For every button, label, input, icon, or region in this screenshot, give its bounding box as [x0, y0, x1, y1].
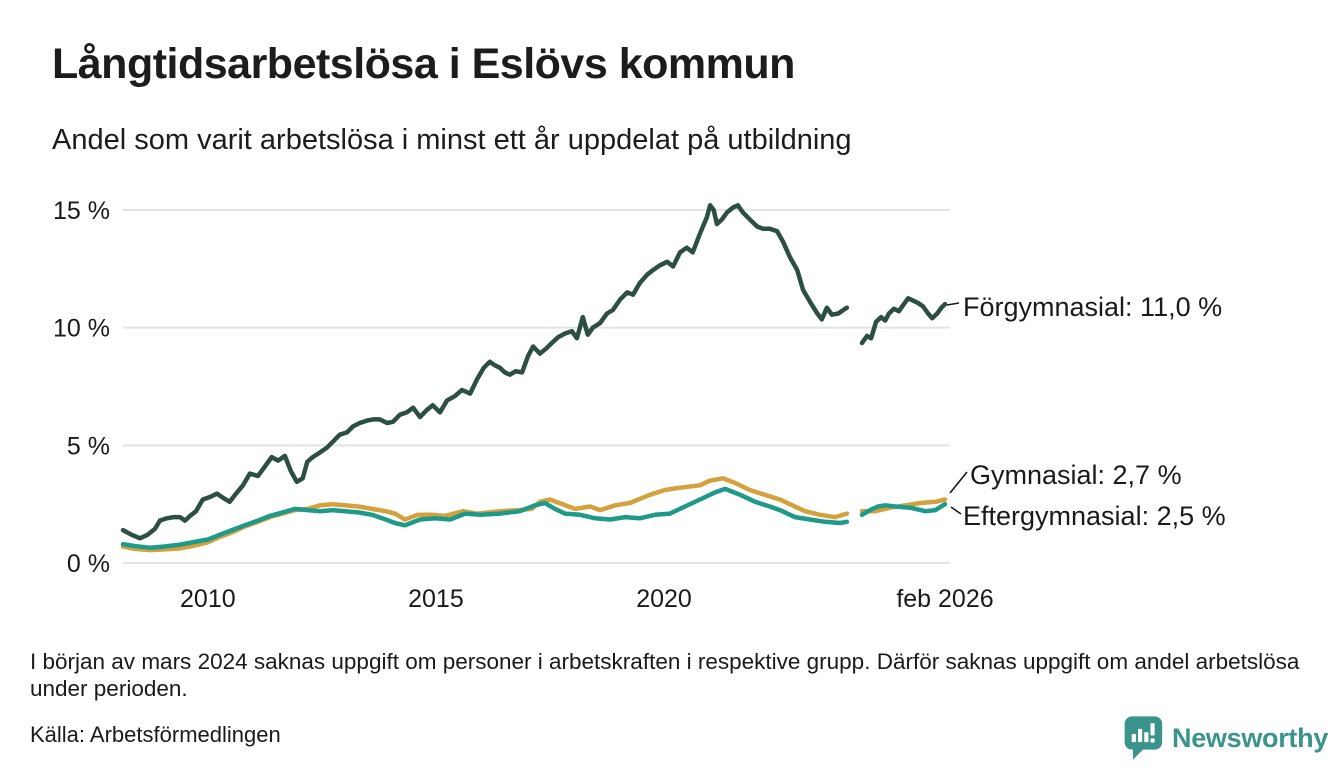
- footnote: I början av mars 2024 saknas uppgift om …: [30, 649, 1300, 702]
- page-title: Långtidsarbetslösa i Eslövs kommun: [52, 40, 795, 88]
- x-axis-tick-labels: 2010 2015 2020 feb 2026: [180, 585, 994, 613]
- forgymnasial-connector-line: [946, 302, 960, 306]
- forgymnasial-end-label: Förgymnasial: 11,0 %: [963, 292, 1222, 322]
- y-axis-tick-labels: 15 % 10 % 5 % 0 %: [53, 197, 110, 578]
- source-attribution: Källa: Arbetsförmedlingen: [30, 722, 281, 747]
- x-tick-label: 2010: [180, 585, 236, 613]
- label-connectors: [946, 302, 968, 515]
- gridlines: [123, 209, 950, 564]
- series-lines: [120, 203, 948, 553]
- series-line-förgymnasial: [859, 296, 948, 346]
- newsworthy-logo: Newsworthy: [1123, 714, 1328, 762]
- page-subtitle: Andel som varit arbetslösa i minst ett å…: [52, 124, 852, 156]
- gymnasial-end-label: Gymnasial: 2,7 %: [970, 460, 1182, 490]
- series-line-eftergymnasial: [120, 486, 850, 550]
- y-tick-label: 0 %: [67, 550, 110, 578]
- newsworthy-bubble-chart-icon: [1124, 716, 1163, 760]
- series-line-förgymnasial: [120, 203, 850, 541]
- x-tick-label: feb 2026: [896, 585, 993, 613]
- y-tick-label: 5 %: [67, 432, 110, 460]
- newsworthy-wordmark: Newsworthy: [1172, 722, 1329, 753]
- y-tick-label: 15 %: [53, 197, 110, 225]
- x-tick-label: 2015: [408, 585, 464, 613]
- gymnasial-connector-line: [949, 471, 968, 494]
- eftergymnasial-connector-line: [950, 506, 962, 515]
- x-tick-label: 2020: [636, 585, 692, 613]
- series-line-eftergymnasial: [859, 501, 948, 518]
- y-tick-label: 10 %: [53, 315, 110, 343]
- eftergymnasial-end-label: Eftergymnasial: 2,5 %: [963, 501, 1226, 531]
